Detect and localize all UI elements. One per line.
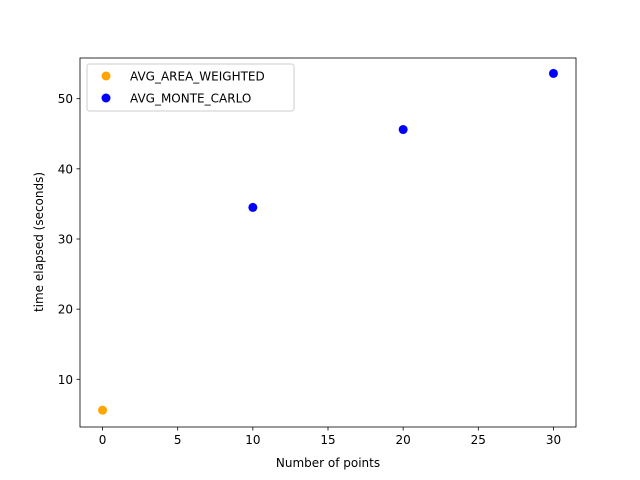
legend-label: AVG_AREA_WEIGHTED — [130, 70, 265, 84]
data-point — [248, 202, 258, 212]
data-point — [548, 68, 558, 78]
x-axis-label: Number of points — [276, 456, 380, 470]
y-tick-label: 50 — [58, 92, 73, 106]
x-axis: 0 5 10 15 20 25 30 — [99, 427, 561, 447]
data-points — [98, 68, 558, 415]
data-point — [98, 405, 108, 415]
x-tick-label: 0 — [99, 433, 107, 447]
x-tick-label: 30 — [546, 433, 561, 447]
x-tick-label: 10 — [245, 433, 260, 447]
y-tick-label: 30 — [58, 232, 73, 246]
x-tick-label: 20 — [396, 433, 411, 447]
legend: AVG_AREA_WEIGHTED AVG_MONTE_CARLO — [86, 63, 295, 112]
plot-area — [79, 57, 577, 428]
legend-marker — [101, 71, 111, 81]
legend-marker — [101, 93, 111, 103]
plot-frame — [79, 57, 577, 428]
y-tick-label: 40 — [58, 162, 73, 176]
data-point — [398, 125, 408, 135]
y-tick-label: 20 — [58, 303, 73, 317]
x-tick-label: 5 — [174, 433, 182, 447]
legend-frame — [86, 63, 295, 112]
y-tick-label: 10 — [58, 373, 73, 387]
x-tick-label: 15 — [320, 433, 335, 447]
y-axis: 10 20 30 40 50 — [58, 92, 80, 387]
x-tick-label: 25 — [471, 433, 486, 447]
legend-label: AVG_MONTE_CARLO — [130, 92, 251, 106]
y-axis-label: time elapsed (seconds) — [32, 172, 46, 312]
